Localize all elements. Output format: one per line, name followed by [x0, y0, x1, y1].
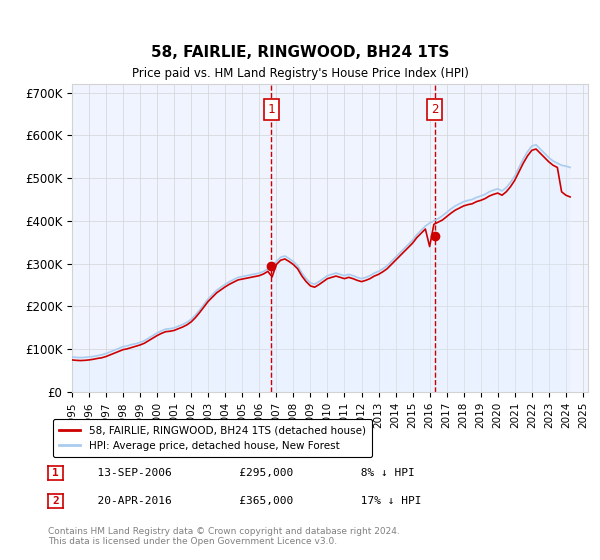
Text: 2: 2 — [431, 103, 439, 116]
Text: 1: 1 — [52, 468, 59, 478]
Text: 1: 1 — [268, 103, 275, 116]
Legend: 58, FAIRLIE, RINGWOOD, BH24 1TS (detached house), HPI: Average price, detached h: 58, FAIRLIE, RINGWOOD, BH24 1TS (detache… — [53, 419, 372, 457]
Text: 2: 2 — [52, 496, 59, 506]
Text: 20-APR-2016          £365,000          17% ↓ HPI: 20-APR-2016 £365,000 17% ↓ HPI — [84, 496, 421, 506]
Text: Price paid vs. HM Land Registry's House Price Index (HPI): Price paid vs. HM Land Registry's House … — [131, 67, 469, 80]
Text: Contains HM Land Registry data © Crown copyright and database right 2024.
This d: Contains HM Land Registry data © Crown c… — [48, 526, 400, 546]
Text: 13-SEP-2006          £295,000          8% ↓ HPI: 13-SEP-2006 £295,000 8% ↓ HPI — [84, 468, 415, 478]
Text: 58, FAIRLIE, RINGWOOD, BH24 1TS: 58, FAIRLIE, RINGWOOD, BH24 1TS — [151, 45, 449, 60]
